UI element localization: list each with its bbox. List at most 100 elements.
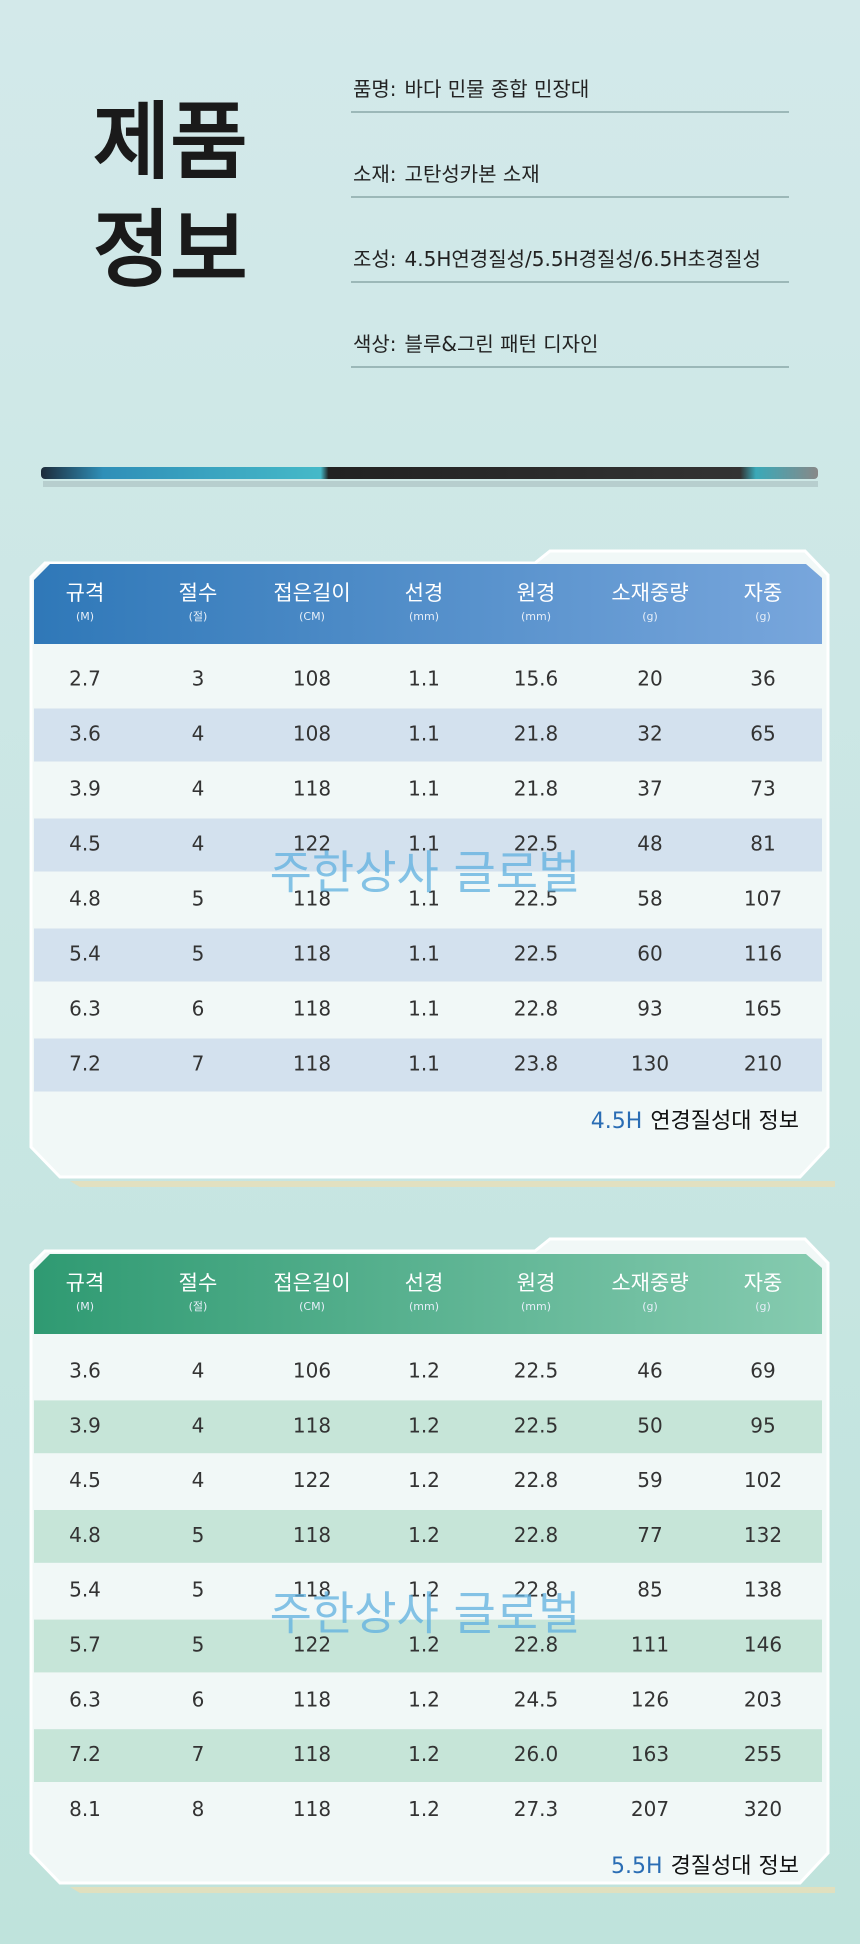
- cell: 1.2: [408, 1797, 440, 1821]
- title: 정보: [93, 201, 248, 299]
- cell: 7: [192, 1052, 205, 1076]
- cell: 106: [293, 1359, 331, 1383]
- column-label: 절수: [179, 1271, 218, 1295]
- cell: 118: [293, 1687, 331, 1711]
- cell: 6.3: [69, 997, 101, 1021]
- cell: 1.2: [408, 1742, 440, 1766]
- cell: 210: [744, 1052, 782, 1076]
- cell: 108: [293, 722, 331, 746]
- row-band: [34, 1400, 822, 1454]
- cell: 23.8: [514, 1052, 559, 1076]
- column-unit: (CM): [299, 1300, 325, 1313]
- cell: 7.2: [69, 1742, 101, 1766]
- cell: 22.8: [514, 1468, 559, 1492]
- row-band: [34, 1729, 822, 1782]
- cell: 4.5: [69, 832, 101, 856]
- cell: 21.8: [514, 777, 559, 801]
- cell: 4.8: [69, 887, 101, 911]
- cell: 3.9: [69, 1413, 101, 1437]
- cell: 1.2: [408, 1633, 440, 1657]
- cell: 65: [750, 722, 775, 746]
- column-label: 소재중량: [611, 581, 688, 605]
- column-label: 소재중량: [611, 1271, 688, 1295]
- row-band: [34, 708, 822, 762]
- info-label: 조성:: [353, 247, 397, 271]
- cell: 4: [192, 722, 205, 746]
- cell: 5: [192, 1633, 205, 1657]
- cell: 69: [750, 1359, 775, 1383]
- cell: 122: [293, 1468, 331, 1492]
- cell: 4: [192, 832, 205, 856]
- cell: 7: [192, 1742, 205, 1766]
- cell: 21.8: [514, 722, 559, 746]
- cell: 122: [293, 1633, 331, 1657]
- cell: 4: [192, 1413, 205, 1437]
- cell: 22.8: [514, 1633, 559, 1657]
- cell: 22.5: [514, 832, 559, 856]
- table-caption: 5.5H 경질성대 정보: [611, 1854, 799, 1879]
- column-unit: (M): [76, 610, 94, 623]
- cell: 5.4: [69, 1578, 101, 1602]
- table-shadow: [70, 1181, 835, 1187]
- cell: 320: [744, 1797, 782, 1821]
- cell: 6.3: [69, 1687, 101, 1711]
- info-text: 고탄성카본 소재: [405, 162, 540, 186]
- column-unit: (mm): [409, 1300, 439, 1313]
- cell: 1.1: [408, 832, 440, 856]
- cell: 22.8: [514, 997, 559, 1021]
- rod-shadow: [43, 481, 818, 487]
- cell: 203: [744, 1687, 782, 1711]
- table-header: [34, 564, 822, 644]
- column-label: 규격: [66, 581, 105, 605]
- cell: 3: [192, 667, 205, 691]
- cell: 118: [293, 1578, 331, 1602]
- watermark: 주한상사 글로벌: [270, 846, 581, 900]
- column-label: 원경: [517, 1271, 556, 1295]
- cell: 3.9: [69, 777, 101, 801]
- column-label: 선경: [405, 1271, 444, 1295]
- column-unit: (g): [642, 610, 658, 623]
- cell: 132: [744, 1523, 782, 1547]
- cell: 58: [637, 887, 662, 911]
- column-unit: (g): [755, 1300, 771, 1313]
- cell: 32: [637, 722, 662, 746]
- cell: 59: [637, 1468, 662, 1492]
- cell: 118: [293, 997, 331, 1021]
- column-label: 절수: [179, 581, 218, 605]
- cell: 5: [192, 1578, 205, 1602]
- cell: 93: [637, 997, 662, 1021]
- cell: 4: [192, 1468, 205, 1492]
- column-unit: (mm): [521, 1300, 551, 1313]
- info-label: 품명:: [353, 77, 397, 101]
- cell: 81: [750, 832, 775, 856]
- cell: 1.2: [408, 1687, 440, 1711]
- cell: 8.1: [69, 1797, 101, 1821]
- cell: 46: [637, 1359, 662, 1383]
- row-band: [34, 1038, 822, 1092]
- row-band: [34, 928, 822, 982]
- cell: 116: [744, 942, 782, 966]
- cell: 22.5: [514, 1359, 559, 1383]
- cell: 1.2: [408, 1578, 440, 1602]
- cell: 255: [744, 1742, 782, 1766]
- cell: 1.1: [408, 887, 440, 911]
- cell: 26.0: [514, 1742, 559, 1766]
- info-line: 색상: 블루&그린 패턴 디자인: [353, 332, 598, 356]
- cell: 8: [192, 1797, 205, 1821]
- cell: 6: [192, 1687, 205, 1711]
- cell: 4: [192, 1359, 205, 1383]
- cell: 7.2: [69, 1052, 101, 1076]
- caption-text: 연경질성대 정보: [650, 1109, 799, 1134]
- column-unit: (g): [755, 610, 771, 623]
- cell: 1.2: [408, 1468, 440, 1492]
- cell: 6: [192, 997, 205, 1021]
- cell: 118: [293, 1797, 331, 1821]
- column-label: 선경: [405, 581, 444, 605]
- cell: 1.1: [408, 722, 440, 746]
- row-band: [34, 818, 822, 872]
- cell: 20: [637, 667, 662, 691]
- cell: 1.1: [408, 997, 440, 1021]
- cell: 5.4: [69, 942, 101, 966]
- cell: 73: [750, 777, 775, 801]
